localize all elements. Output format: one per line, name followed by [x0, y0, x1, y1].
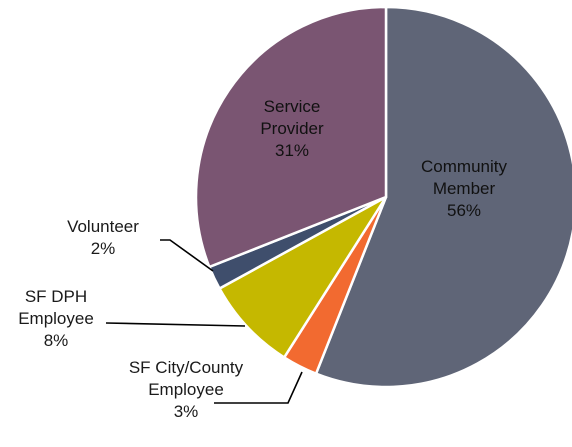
- slice-label-community-member: Community Member 56%: [421, 157, 507, 220]
- slice-name-label: Service: [264, 97, 321, 116]
- leader-line-sf-city-county-employee: [214, 371, 303, 404]
- leader-lines: [105, 239, 303, 404]
- slice-name-label: Provider: [260, 119, 324, 138]
- slice-label-sf-city-county-employee: SF City/County Employee 3%: [129, 358, 244, 421]
- slice-value-label: 2%: [91, 239, 116, 258]
- slice-name-label: Employee: [148, 380, 224, 399]
- slice-value-label: 56%: [447, 201, 481, 220]
- slice-value-label: 3%: [174, 402, 199, 421]
- slice-label-volunteer: Volunteer 2%: [67, 217, 139, 258]
- slice-label-service-provider: Service Provider 31%: [260, 97, 324, 160]
- slice-label-sf-dph-employee: SF DPH Employee 8%: [18, 287, 94, 350]
- pie-slice-service-provider: [194, 5, 388, 269]
- pie-slices: [194, 5, 572, 389]
- slice-value-label: 8%: [44, 331, 69, 350]
- slice-name-label: Member: [433, 179, 496, 198]
- pie-slice-community-member: [314, 5, 572, 389]
- slice-name-label: Volunteer: [67, 217, 139, 236]
- slice-name-label: Employee: [18, 309, 94, 328]
- leader-line-sf-dph-employee: [105, 322, 246, 327]
- slice-labels: Community Member 56% SF City/County Employee…: [18, 97, 507, 421]
- slice-name-label: SF City/County: [129, 358, 244, 377]
- pie-slice-sf-dph-employee: [217, 195, 388, 360]
- leader-line-volunteer: [160, 239, 214, 272]
- slice-value-label: 31%: [275, 141, 309, 160]
- slice-name-label: Community: [421, 157, 507, 176]
- slice-name-label: SF DPH: [25, 287, 87, 306]
